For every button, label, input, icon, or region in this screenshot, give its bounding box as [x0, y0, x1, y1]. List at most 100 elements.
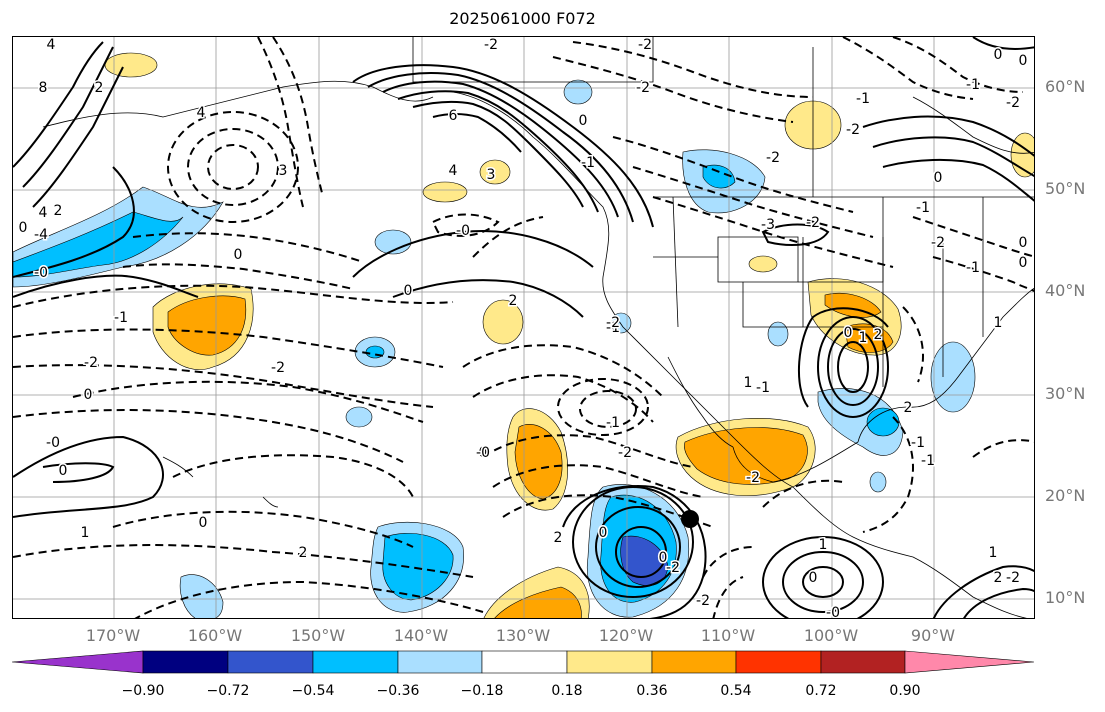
contour-label: 0: [199, 515, 208, 531]
contour-label: -1: [114, 310, 128, 326]
lon-label-140w: 140°W: [393, 626, 449, 645]
colorbar-tick-label: −0.54: [291, 683, 335, 699]
anomaly-negative-small: [869, 471, 887, 493]
contour-negative: [13, 328, 444, 368]
contour-negative: [13, 544, 474, 578]
anomaly-positive-small: [748, 255, 778, 273]
contour-label: -3: [761, 217, 775, 233]
contour-positive: [367, 72, 634, 223]
contour-label: 0: [599, 525, 608, 541]
lat-label-40n: 40°N: [1045, 281, 1086, 300]
contour-label: -1: [756, 380, 770, 396]
contour-label: 2: [95, 80, 104, 96]
contour-label: 2: [874, 327, 883, 343]
contour-label: 2: [54, 203, 63, 219]
contour-negative: [712, 576, 744, 618]
lat-label-50n: 50°N: [1045, 179, 1086, 198]
colorbar-swatch-9: [820, 650, 906, 674]
contour-positive: [872, 136, 1034, 178]
colorbar-tick-label: −0.36: [376, 683, 420, 699]
anomaly-positive-west-pacific-core: [167, 295, 247, 356]
contour-label: 4: [449, 163, 458, 179]
contour-positive: [932, 565, 1034, 618]
contour-positive: [13, 166, 135, 278]
colorbar-swatch-6: [566, 650, 653, 674]
contour-positive: [972, 37, 1034, 50]
contour-negative: [13, 409, 404, 463]
contour-label: 6: [449, 108, 458, 124]
contour-label: -2: [666, 560, 680, 576]
anomaly-positive-mexico-core: [684, 427, 808, 485]
contour-positive: [42, 462, 115, 483]
colorbar-swatch-8: [735, 650, 822, 674]
anomaly-positive-small: [104, 52, 158, 78]
lon-label-100w: 100°W: [803, 626, 859, 645]
contour-negative: [972, 439, 1034, 458]
colorbar-swatch-0: [11, 650, 144, 674]
contour-label: -2: [636, 80, 650, 96]
contour-negative: [862, 416, 914, 533]
anomaly-positive-bottom-core: [494, 586, 582, 618]
contour-negative: [272, 37, 324, 198]
contour-negative-closed: [557, 378, 649, 436]
contour-label: 3: [279, 163, 288, 179]
contour-label: -2: [84, 355, 98, 371]
storm-center-marker: [681, 510, 699, 528]
colorbar-tick-label: −0.90: [121, 683, 165, 699]
contour-positive-closed: [782, 551, 864, 613]
contour-positive-closed: [615, 526, 667, 578]
contour-negative-closed: [579, 390, 637, 428]
contour-negative: [842, 37, 974, 100]
anomaly-negative-small: [610, 312, 632, 334]
contour-positive-closed: [817, 316, 889, 418]
lat-label-60n: 60°N: [1045, 77, 1086, 96]
contour-negative: [892, 37, 1024, 93]
contour-label: 2: [554, 530, 563, 546]
anomaly-negative-small: [767, 321, 789, 347]
contour-label: 1: [744, 375, 753, 391]
contour-positive: [352, 230, 594, 278]
contour-label: -2: [618, 445, 632, 461]
contour-label: -2: [484, 37, 498, 53]
anomaly-negative-small: [345, 406, 373, 428]
shaded-anomalies: [13, 52, 1034, 618]
contour-negative: [472, 216, 544, 258]
lon-label-110w: 110°W: [700, 626, 756, 645]
colorbar-tick-label: 0.54: [720, 683, 752, 699]
contour-negative: [912, 216, 1034, 258]
anomaly-negative-gulf-core: [866, 407, 900, 437]
contour-label: 0: [1019, 255, 1028, 271]
contour-label: 1: [819, 537, 828, 553]
contour-positive: [392, 279, 584, 318]
colorbar-tick-label: 0.18: [551, 683, 583, 699]
contour-label: 0: [934, 170, 943, 186]
contour-label: -1: [911, 435, 925, 451]
contour-label: 4: [47, 37, 56, 53]
contour-label: -1: [966, 77, 980, 93]
contour-negative: [72, 380, 424, 423]
anomaly-positive-small: [422, 181, 468, 203]
contour-label: 0: [809, 570, 818, 586]
page-title: 2025061000 F072: [449, 9, 596, 28]
contour-label: -2: [1006, 95, 1020, 111]
contour-positive-closed: [595, 506, 681, 588]
contour-label: 0: [19, 220, 28, 236]
contour-negative: [702, 546, 754, 578]
contour-positive: [22, 46, 114, 188]
contour-positive: [13, 41, 104, 168]
contour-negative: [652, 196, 894, 268]
contour-positive: [882, 158, 1034, 202]
contour-positive: [412, 100, 584, 208]
contour-positive: [432, 113, 522, 153]
contour-label: 3: [487, 167, 496, 183]
contour-positive: [761, 223, 830, 246]
colorbar-swatch-7: [651, 650, 737, 674]
contour-label: 0: [59, 463, 68, 479]
contour-negative-closed: [167, 111, 299, 223]
contour-label: -1: [966, 260, 980, 276]
colorbar: [11, 650, 1035, 674]
colorbar-tick-label: 0.90: [889, 683, 921, 699]
colorbar-swatch-3: [312, 650, 399, 674]
contour-positive: [382, 80, 619, 218]
contour-label: 1: [81, 525, 90, 541]
